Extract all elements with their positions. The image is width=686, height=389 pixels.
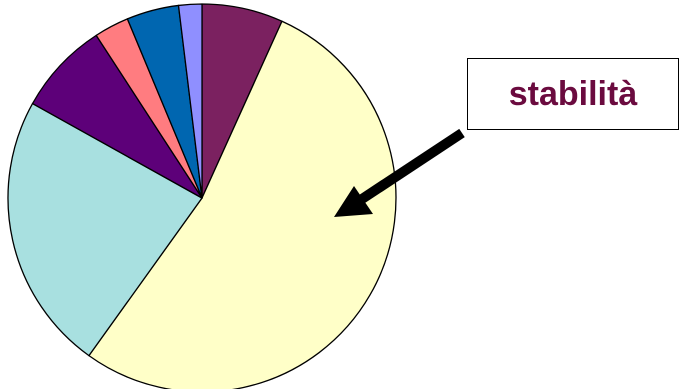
callout-arrow-shaft bbox=[359, 128, 465, 204]
pie-slice-7 bbox=[177, 3, 203, 199]
pie-slices bbox=[7, 3, 397, 389]
callout-arrowhead bbox=[334, 186, 373, 217]
pie-slice-3 bbox=[7, 102, 203, 357]
callout-arrow bbox=[334, 128, 465, 217]
callout-box: stabilità bbox=[467, 58, 679, 130]
pie-slice-4 bbox=[31, 34, 203, 199]
callout-label: stabilità bbox=[508, 74, 638, 113]
pie-slice-2 bbox=[88, 20, 397, 389]
